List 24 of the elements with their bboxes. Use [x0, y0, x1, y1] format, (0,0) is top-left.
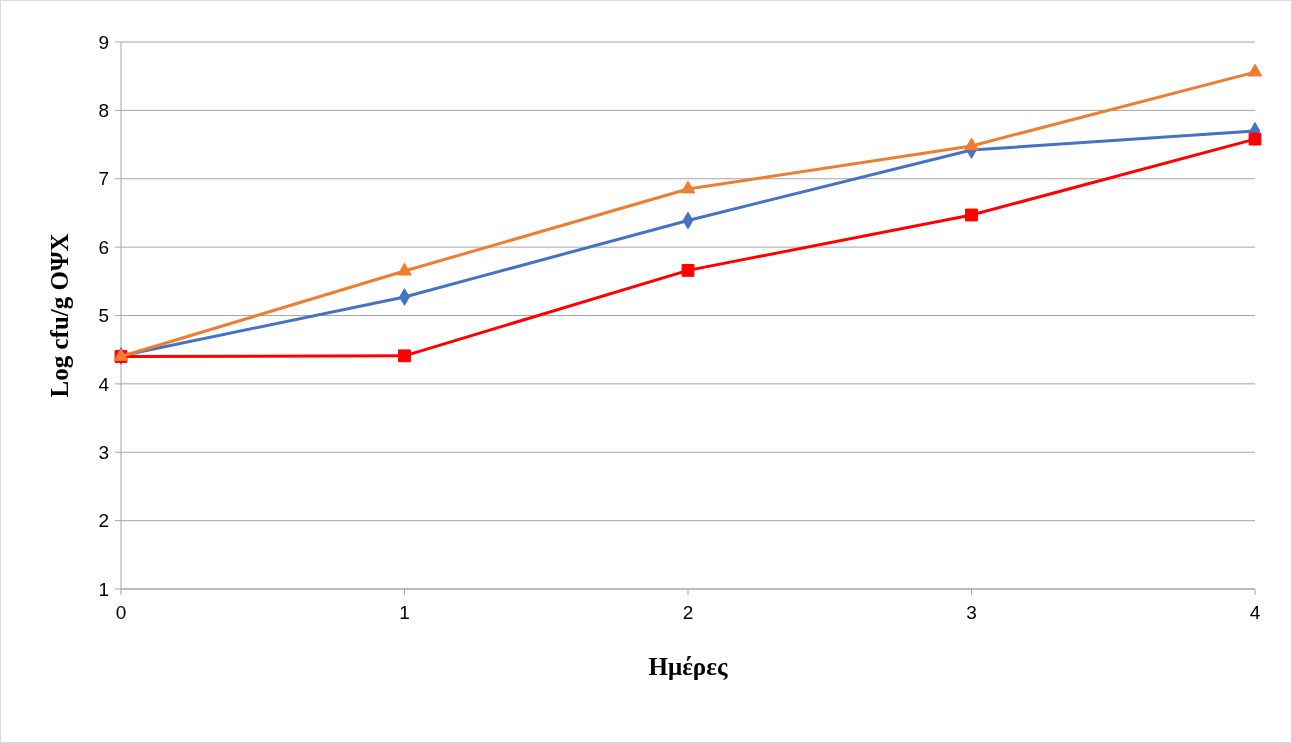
x-axis-title: Ημέρες: [648, 653, 728, 680]
point: [681, 263, 695, 277]
y-tick-label: 5: [98, 305, 109, 327]
point: [1248, 132, 1262, 146]
y-tick-label: 7: [98, 168, 109, 190]
y-tick-label: 9: [98, 31, 109, 53]
point: [964, 137, 979, 151]
x-tick-label: 2: [682, 602, 694, 623]
x-tick-label: 4: [1249, 602, 1261, 623]
y-tick-label: 6: [98, 236, 109, 258]
y-tick-label: 8: [98, 100, 109, 122]
y-tick-label: 3: [98, 441, 109, 463]
point: [1247, 63, 1263, 77]
y-tick-label: 2: [98, 510, 109, 532]
point: [398, 349, 411, 363]
point: [680, 180, 696, 194]
x-tick-label: 0: [115, 602, 127, 623]
point: [397, 262, 412, 276]
point: [965, 208, 978, 222]
x-tick-label: 1: [399, 602, 410, 623]
y-tick-label: 4: [98, 373, 110, 395]
y-axis-title: Log cfu/g ΟΨΧ: [46, 233, 73, 398]
y-tick-label: 1: [98, 578, 109, 600]
x-tick-label: 3: [966, 602, 977, 623]
